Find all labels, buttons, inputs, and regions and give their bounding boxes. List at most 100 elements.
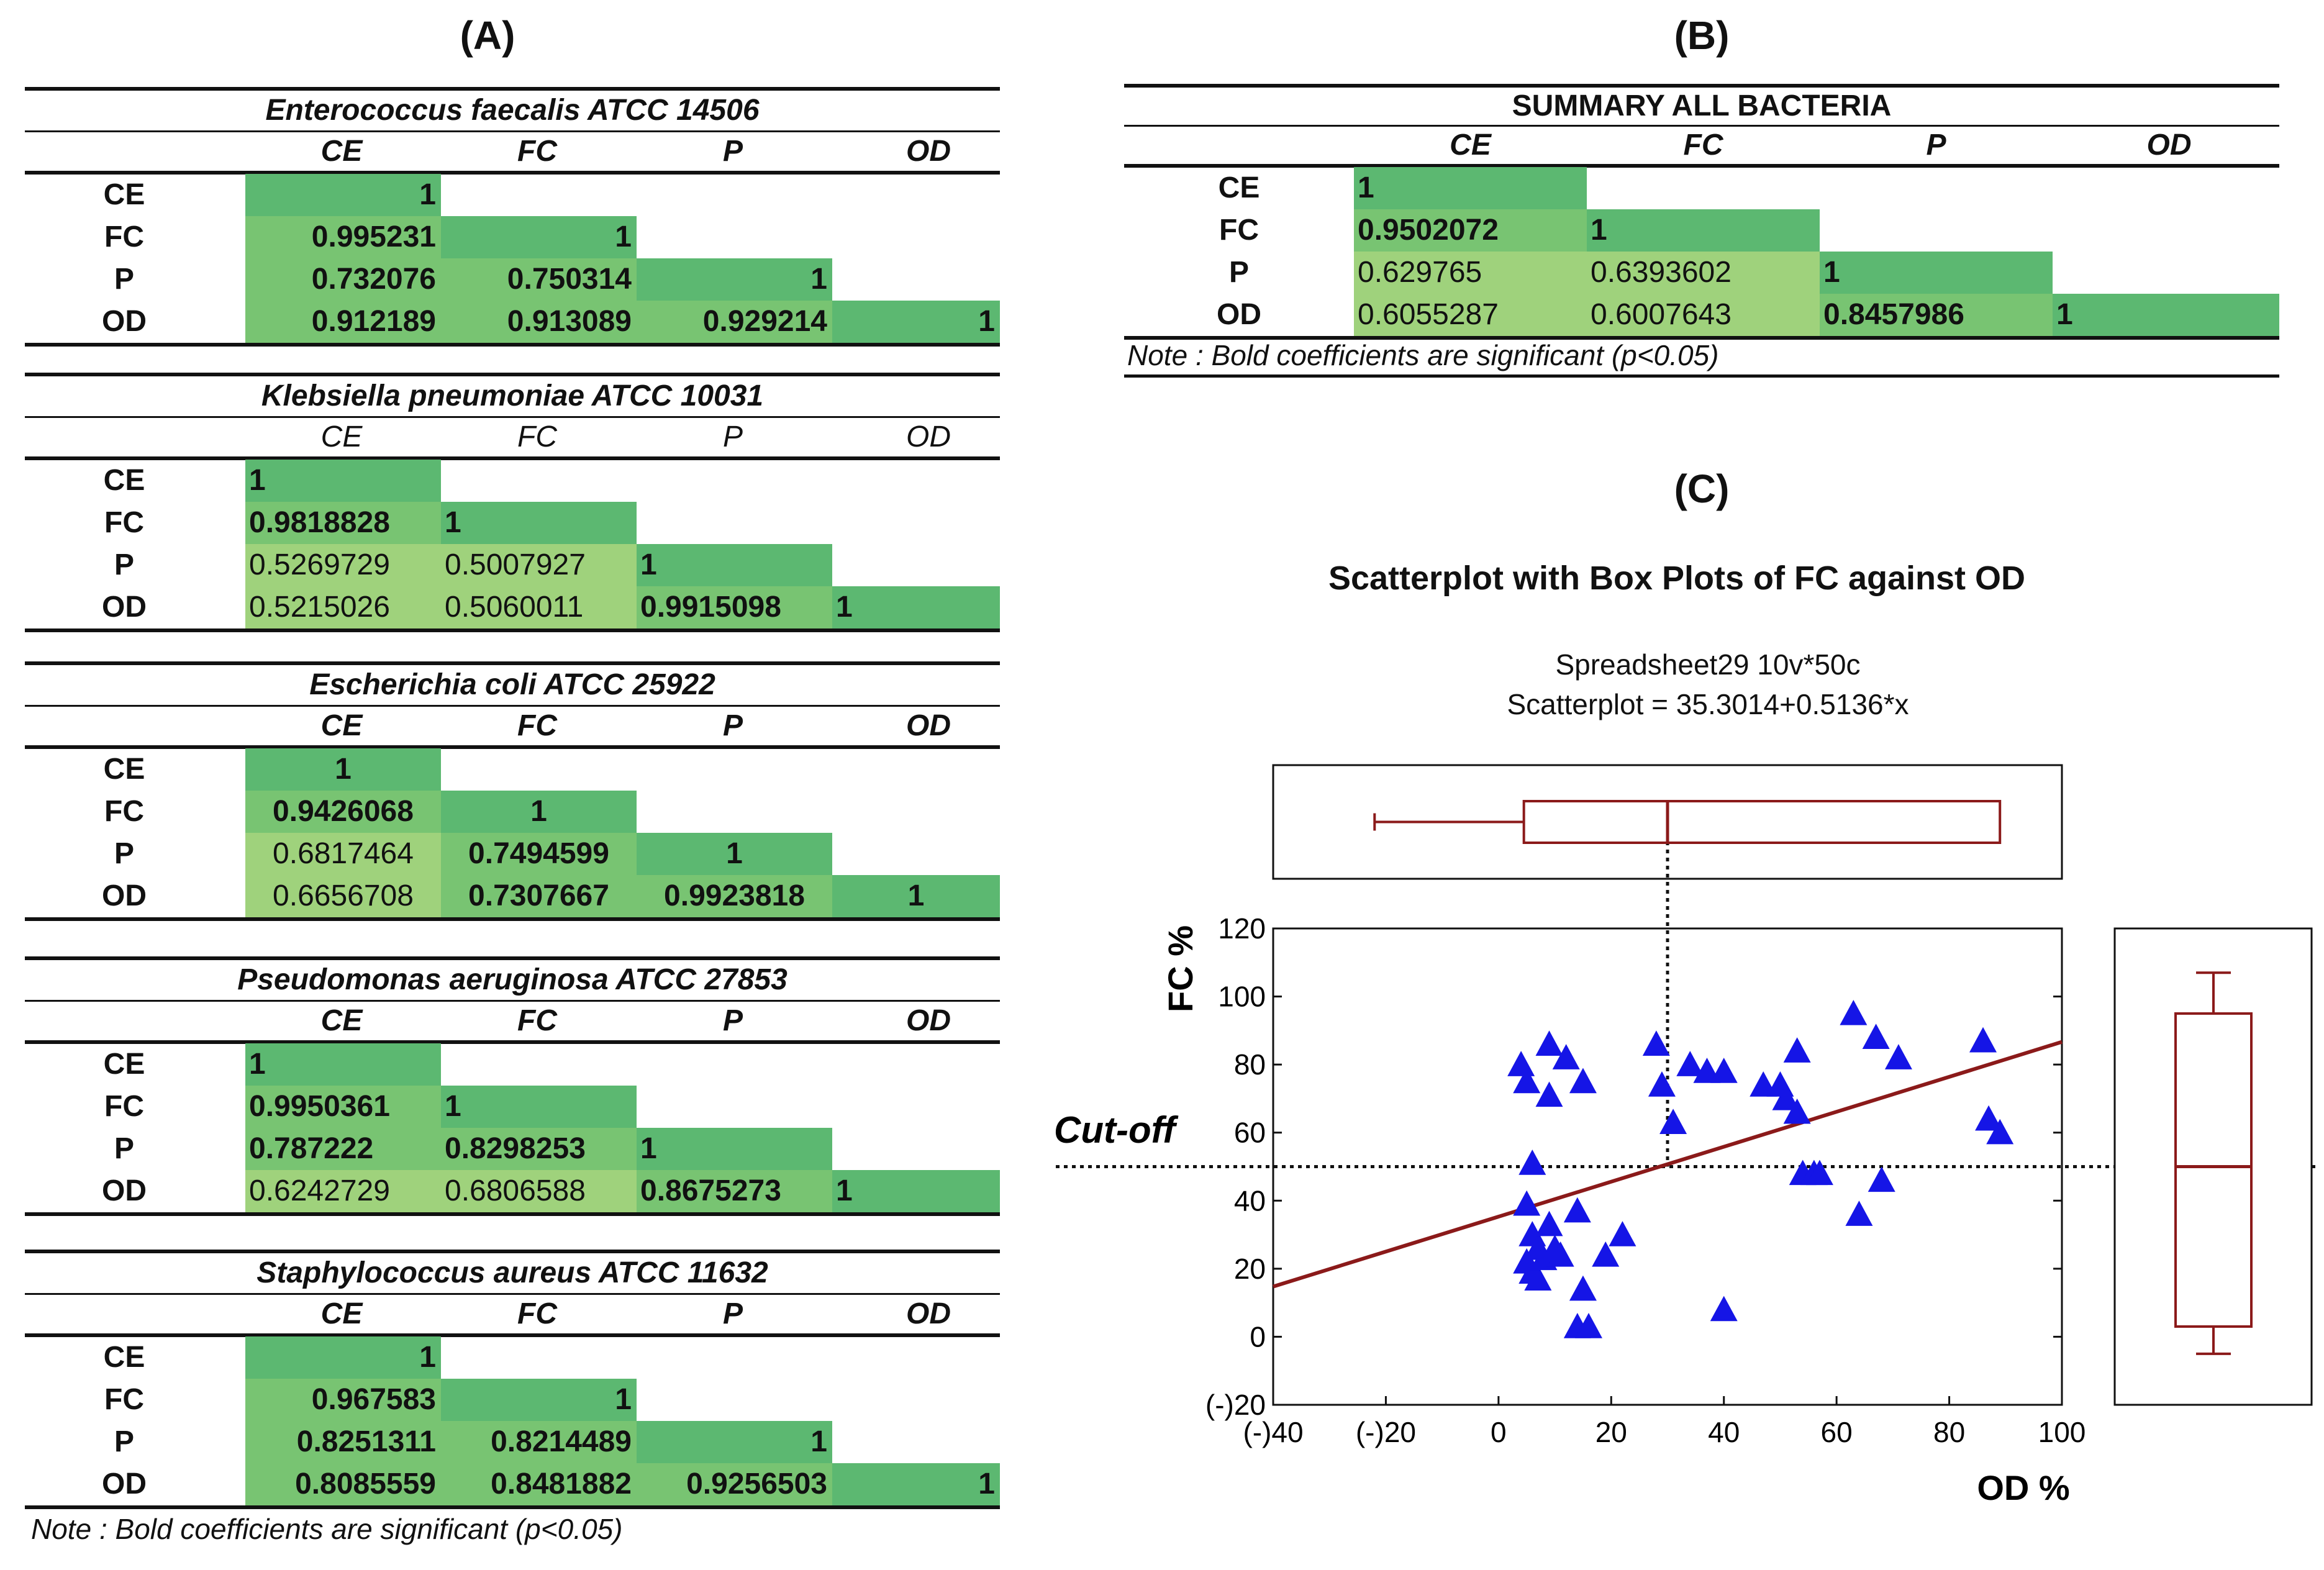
data-point (1546, 1241, 1574, 1267)
row-label: FC (104, 220, 144, 253)
y-tick-label: 120 (1218, 912, 1266, 945)
column-header: OD (906, 709, 951, 742)
note-panel-a: Note : Bold coefficients are significant… (31, 1513, 623, 1545)
row-label: P (114, 1132, 134, 1165)
correlation-cell: 1 (245, 174, 441, 216)
column-header: FC (1683, 129, 1723, 161)
top-box (1522, 800, 2002, 844)
column-header: FC (517, 420, 557, 453)
data-point (1563, 1197, 1591, 1223)
data-point (1772, 1084, 1800, 1110)
data-point (1592, 1241, 1620, 1267)
data-point (1507, 1051, 1535, 1076)
correlation-cell: 0.787222 (245, 1128, 441, 1170)
column-header: CE (320, 135, 363, 168)
x-tick-label: 60 (1821, 1416, 1853, 1448)
data-point (1783, 1037, 1811, 1063)
column-header: CE (320, 1297, 363, 1330)
column-header: OD (906, 135, 951, 168)
data-point (1783, 1098, 1811, 1124)
data-point (1986, 1119, 2014, 1145)
data-point (1676, 1051, 1704, 1076)
data-point (1710, 1058, 1738, 1083)
correlation-cell: 1 (832, 301, 1000, 343)
data-point (1840, 999, 1868, 1025)
row-label: OD (102, 879, 147, 912)
x-tick-label: 20 (1595, 1416, 1627, 1448)
correlation-cell: 0.9923818 (637, 875, 832, 917)
correlation-cell: 0.7307667 (441, 875, 637, 917)
x-tick-label: (-)20 (1356, 1416, 1416, 1448)
summary-table: SUMMARY ALL BACTERIA CE FC P OD CE 1 FC 0.9502… (1124, 84, 2279, 378)
data-point (1710, 1295, 1738, 1322)
table-row: P 0.8251311 0.8214489 1 (25, 1421, 1000, 1463)
x-tick-label: 40 (1708, 1416, 1740, 1448)
correlation-cell: 0.995231 (245, 216, 441, 258)
correlation-cell: 1 (832, 586, 1000, 628)
column-header: OD (906, 420, 951, 453)
row-label: P (114, 548, 134, 581)
y-axis-label: FC % (1161, 925, 1200, 1012)
data-point (1552, 1044, 1580, 1069)
summary-header-row: CE FC P OD (1124, 125, 2279, 168)
plot-frame (1272, 927, 2063, 1406)
column-header: FC (517, 709, 557, 742)
table-header-row: CE FC P OD (25, 705, 1000, 749)
row-label: P (114, 263, 134, 296)
correlation-cell: 1 (832, 1463, 1000, 1505)
data-point (1513, 1068, 1541, 1094)
correlation-cell: 0.8214489 (441, 1421, 637, 1463)
data-point (1575, 1312, 1602, 1338)
table-row: OD 0.6055287 0.6007643 0.8457986 1 (1124, 294, 2279, 336)
row-label: CE (1218, 171, 1260, 204)
correlation-cell: 0.9915098 (637, 586, 832, 628)
table-row: FC 0.9502072 1 (1124, 209, 2279, 252)
correlation-cell: 1 (245, 1043, 441, 1086)
correlation-cell: 0.8457986 (1820, 294, 2053, 336)
data-point (1609, 1221, 1636, 1246)
panel-label-b: (B) (1674, 13, 1730, 58)
table-row: P 0.732076 0.750314 1 (25, 258, 1000, 301)
table-row: FC 0.995231 1 (25, 216, 1000, 258)
column-header: FC (517, 1004, 557, 1037)
data-point (1805, 1159, 1833, 1186)
data-point (1518, 1150, 1546, 1175)
data-point (1535, 1030, 1563, 1056)
correlation-cell: 0.8481882 (441, 1463, 637, 1505)
table-row: CE 1 (25, 174, 1000, 216)
correlation-cell: 1 (441, 502, 637, 544)
table-body: CE 1 FC 0.9818828 1 P 0.5269729 0.5007927 1 OD 0.5… (25, 460, 1000, 632)
correlation-cell: 0.9502072 (1354, 209, 1587, 252)
row-label: CE (103, 464, 145, 497)
row-label: CE (103, 178, 145, 211)
correlation-cell: 0.9818828 (245, 502, 441, 544)
column-header: CE (1450, 129, 1491, 161)
column-header: P (1926, 129, 1946, 161)
correlation-cell: 0.5060011 (441, 586, 637, 628)
note-panel-b: Note : Bold coefficients are significant… (1127, 339, 1719, 371)
correlation-cell: 0.913089 (441, 301, 637, 343)
column-header: CE (320, 709, 363, 742)
correlation-cell: 1 (441, 216, 637, 258)
column-header: P (722, 1297, 743, 1330)
row-label: FC (1219, 214, 1259, 247)
correlation-cell: 0.9256503 (637, 1463, 832, 1505)
table-row: P 0.6817464 0.7494599 1 (25, 833, 1000, 875)
row-label: P (114, 1425, 134, 1458)
row-label: CE (103, 753, 145, 786)
correlation-cell: 1 (245, 1336, 441, 1379)
table-row: CE 1 (25, 748, 1000, 791)
x-axis-label: OD % (1977, 1468, 2069, 1507)
row-label: OD (1217, 298, 1261, 331)
correlation-cell: 1 (2053, 294, 2279, 336)
x-tick-label: 100 (2038, 1416, 2086, 1448)
x-tick-label: 80 (1933, 1416, 1965, 1448)
summary-bottom-rule (1124, 374, 2279, 378)
correlation-cell: 1 (637, 544, 832, 586)
table-row: CE 1 (25, 1043, 1000, 1086)
y-tick-label: 0 (1250, 1320, 1266, 1353)
table-header-row: CE FC P OD (25, 1293, 1000, 1337)
x-tick-label: 0 (1491, 1416, 1507, 1448)
correlation-cell: 1 (245, 460, 441, 502)
table-row: CE 1 (25, 1336, 1000, 1379)
